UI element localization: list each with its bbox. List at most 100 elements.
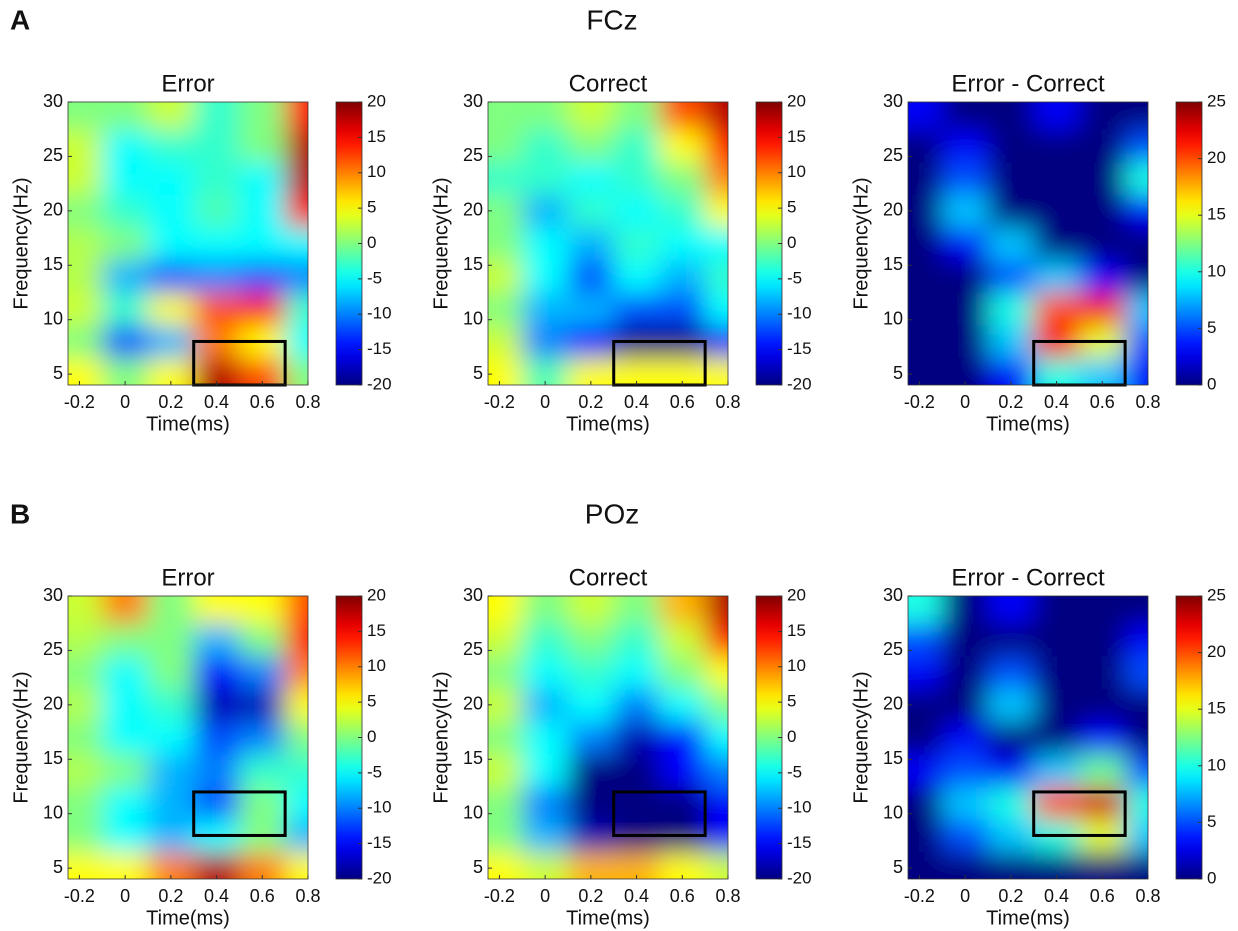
heat-cell [102, 259, 149, 293]
heat-cell [68, 325, 103, 359]
heat-cell [102, 161, 149, 196]
heat-cell [488, 161, 523, 196]
heat-cell [613, 688, 660, 722]
heat-cell [102, 292, 149, 326]
heat-cell [1079, 688, 1126, 722]
y-tick-label: 30 [883, 91, 903, 111]
heat-cell [908, 194, 943, 228]
heat-cell [988, 655, 1035, 690]
colorbar-tick-label: -20 [367, 374, 392, 393]
heat-cell [285, 325, 308, 359]
heat-cell [659, 596, 706, 624]
heat-cell [239, 292, 286, 326]
heat-cell [239, 227, 286, 261]
heat-cell [659, 688, 706, 722]
heat-cell [908, 655, 943, 690]
heat-cell [102, 325, 149, 359]
x-tick-label: 0.4 [204, 886, 229, 906]
heat-cell [988, 688, 1035, 722]
heat-cell [148, 623, 195, 657]
heat-cell [1079, 227, 1126, 261]
heat-cell [1079, 753, 1126, 787]
colorbar-tick-label: 5 [1207, 812, 1216, 831]
heat-cell [705, 227, 728, 261]
heat-cell [908, 259, 943, 293]
heat-cell [659, 259, 706, 293]
heat-cell [568, 623, 615, 657]
heat-cell [148, 596, 195, 624]
heat-cell [68, 161, 103, 196]
panel-label: B [10, 498, 30, 529]
heat-cell [988, 721, 1035, 755]
section-title: FCz [586, 4, 637, 35]
heat-cell [522, 194, 569, 228]
heat-cell [148, 786, 195, 820]
y-tick-label: 25 [43, 639, 63, 659]
y-axis-label: Frequency(Hz) [430, 671, 452, 803]
colorbar-tick-label: -5 [787, 762, 802, 781]
colorbar [755, 101, 783, 386]
y-tick-label: 30 [463, 585, 483, 605]
colorbar-tick-label: 15 [1207, 699, 1226, 718]
heat-cell [1033, 292, 1080, 326]
y-tick-label: 10 [463, 802, 483, 822]
heat-cell [908, 129, 943, 163]
x-tick-label: -0.2 [904, 392, 935, 412]
heat-cell [239, 721, 286, 755]
heat-cell [102, 623, 149, 657]
heat-cell [148, 357, 195, 385]
heat-cell [988, 786, 1035, 820]
heat-cell [1125, 655, 1148, 690]
x-tick-label: 0.6 [250, 886, 275, 906]
colorbar-tick-label: -5 [367, 268, 382, 287]
heat-cell [193, 688, 240, 722]
heat-cell [193, 851, 240, 879]
heat-cell [568, 819, 615, 853]
heat-cell [568, 786, 615, 820]
heat-cell [942, 786, 989, 820]
heat-cell [613, 227, 660, 261]
heat-cell [1033, 259, 1080, 293]
heat-cell [522, 161, 569, 196]
heat-cell [568, 227, 615, 261]
heat-cell [239, 102, 286, 130]
heat-cell [148, 851, 195, 879]
heat-cell [239, 129, 286, 163]
heat-cell [68, 129, 103, 163]
heat-cell [68, 227, 103, 261]
heat-cell [1125, 688, 1148, 722]
x-tick-label: 0.4 [204, 392, 229, 412]
y-tick-label: 15 [463, 254, 483, 274]
heat-cell [285, 161, 308, 196]
heat-cell [239, 623, 286, 657]
heat-cell [613, 194, 660, 228]
panel-label: A [10, 4, 30, 35]
heat-cell [942, 292, 989, 326]
heat-cell [285, 259, 308, 293]
heat-cell [488, 292, 523, 326]
highlight-box [612, 790, 707, 837]
heat-cell [568, 129, 615, 163]
heat-cell [988, 102, 1035, 130]
y-tick-label: 25 [463, 145, 483, 165]
heat-cell [1125, 753, 1148, 787]
heat-cell [488, 325, 523, 359]
heat-cell [705, 194, 728, 228]
heat-cell [942, 227, 989, 261]
heat-cell [148, 227, 195, 261]
heat-cell [239, 688, 286, 722]
heat-cell [1079, 357, 1126, 385]
heat-cell [908, 851, 943, 879]
y-tick-label: 15 [43, 748, 63, 768]
x-tick-label: 0.8 [715, 392, 740, 412]
x-axis-label: Time(ms) [146, 907, 230, 929]
heat-cell [193, 129, 240, 163]
colorbar [335, 595, 363, 880]
heat-cell [1125, 102, 1148, 130]
heat-cell [522, 596, 569, 624]
y-tick-label: 5 [53, 363, 63, 383]
heat-cell [239, 655, 286, 690]
heat-cell [908, 819, 943, 853]
heat-cell [488, 102, 523, 130]
chart-title: Error [161, 70, 214, 97]
